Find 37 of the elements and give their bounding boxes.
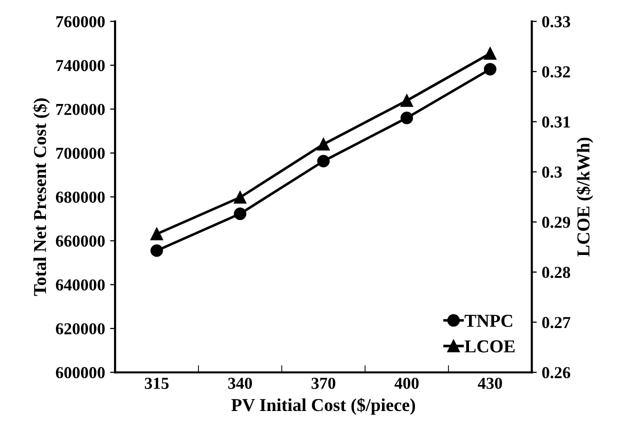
point (150, 228, 163, 240)
y2-tick-label: 0.33 (542, 16, 570, 28)
y-tick-label: 700000 (56, 148, 105, 159)
y2-tick-label: 0.32 (542, 66, 570, 78)
legend-label: LCOE (464, 340, 515, 352)
y-tick-label: 660000 (56, 235, 105, 247)
y-tick-label: 640000 (56, 279, 105, 291)
point (484, 62, 496, 76)
point (484, 47, 496, 60)
y2-tick-label: 0.27 (542, 316, 570, 328)
y-axis-title: Total Net Present Cost ($) (32, 98, 50, 296)
point (400, 112, 414, 124)
point (400, 94, 414, 107)
y2-axis-title: LCOE ($/kWh) (576, 138, 594, 257)
x-tick-label: 370 (312, 378, 336, 389)
y2-tick-label: 0.29 (542, 216, 570, 228)
y2-tick-label: 0.3 (542, 166, 562, 178)
point (234, 191, 246, 204)
y-tick-label: 620000 (56, 323, 105, 334)
y2-tick-label: 0.31 (542, 116, 570, 128)
x-tick-label: 400 (394, 378, 419, 389)
x-tick-label: 340 (228, 378, 252, 389)
x-axis-title: PV Initial Cost ($/piece) (231, 398, 416, 415)
y-tick-label: 760000 (56, 16, 105, 28)
y2-tick-label: 0.28 (542, 266, 570, 278)
legend-label: TNPC (464, 314, 512, 327)
x-tick-label: 315 (144, 378, 169, 389)
y2-tick-label: 0.26 (542, 367, 570, 378)
point (317, 138, 330, 150)
y-tick-label: 600000 (56, 367, 105, 378)
y-tick-label: 740000 (56, 60, 105, 72)
point (234, 208, 246, 220)
point (150, 244, 163, 257)
x-tick-label: 430 (478, 378, 502, 389)
y-tick-label: 720000 (56, 104, 105, 116)
y-tick-label: 680000 (56, 192, 105, 203)
point (317, 154, 330, 168)
